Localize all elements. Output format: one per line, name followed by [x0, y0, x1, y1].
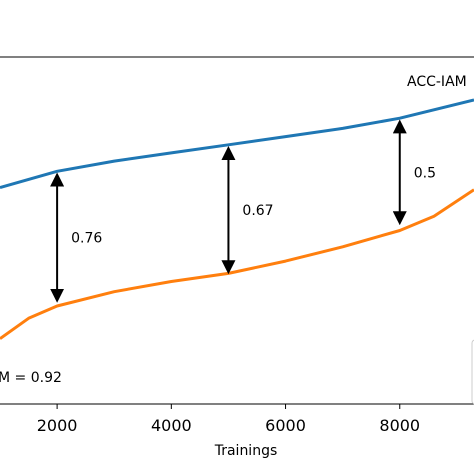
series-line-1 — [0, 98, 474, 190]
plot-frame — [0, 56, 474, 405]
x-tick-label-3: 6000 — [265, 416, 306, 435]
gap-label-1: 0.76 — [71, 231, 102, 247]
x-tick-label-4: 8000 — [379, 416, 420, 435]
x-tick-label-1: 2000 — [37, 416, 78, 435]
x-tick-label-2: 4000 — [151, 416, 192, 435]
x-axis-ticks: 2000 4000 6000 8000 — [37, 404, 420, 435]
x-axis-label: Trainings — [214, 443, 278, 459]
series-layer — [0, 98, 474, 340]
series-line-2 — [0, 188, 474, 340]
annotation-layer: 0.76 0.67 0.5 — [50, 119, 436, 303]
gap-label-3: 0.5 — [414, 165, 436, 181]
iam-value-label: M = 0.92 — [0, 370, 62, 386]
acc-iam-label: ACC-IAM — [407, 74, 467, 90]
gap-label-2: 0.67 — [242, 203, 273, 219]
